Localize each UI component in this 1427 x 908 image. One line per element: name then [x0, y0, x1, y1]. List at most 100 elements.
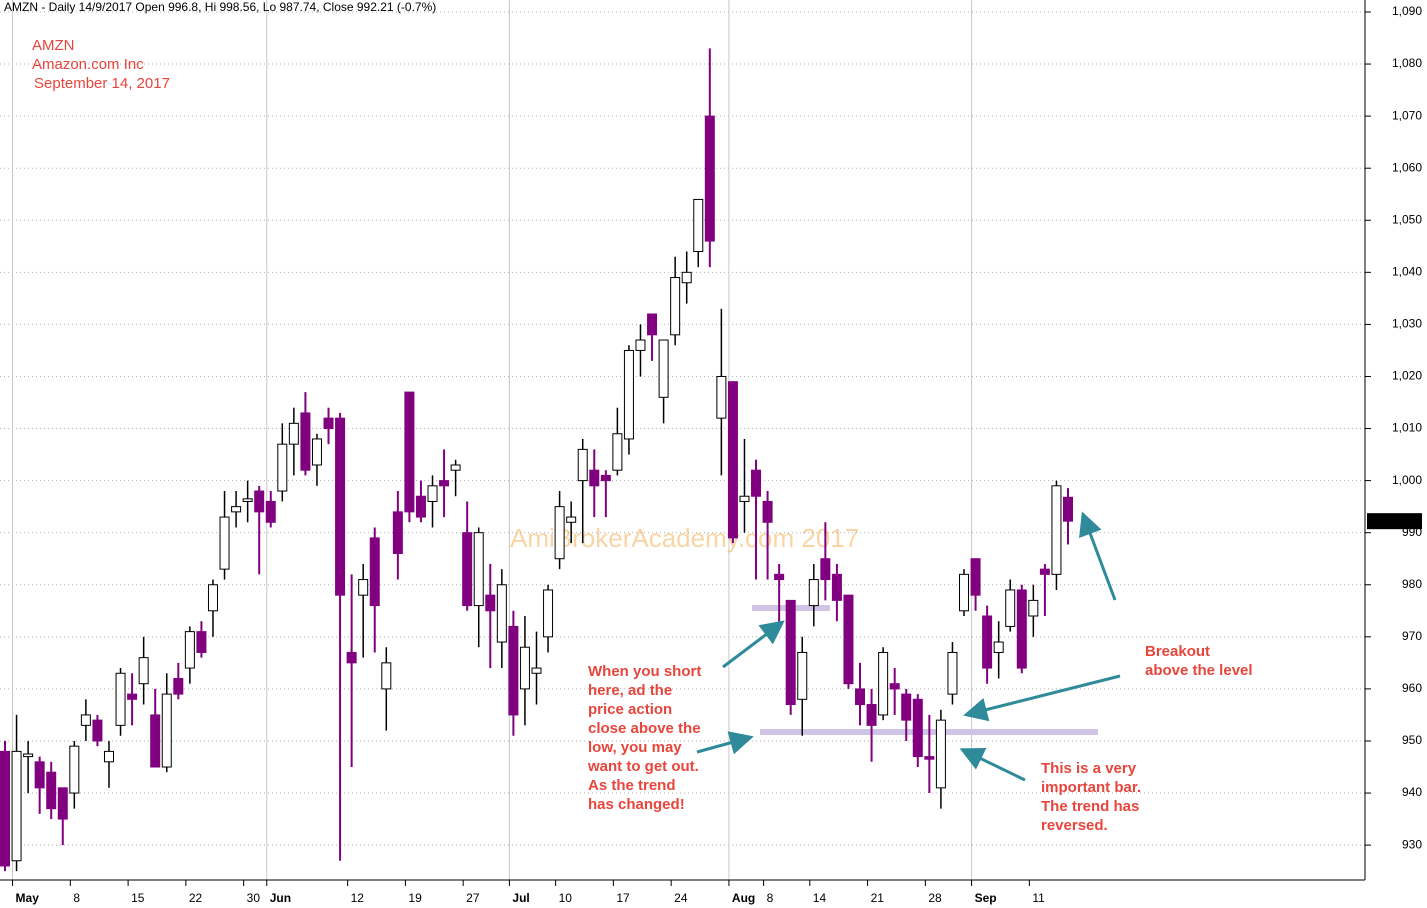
watermark: AmiBrokerAcademy.com 2017 — [510, 523, 859, 553]
body — [889, 683, 900, 690]
body — [635, 339, 646, 351]
annotation-line: As the trend — [588, 777, 676, 794]
y-tick-label: 1,090 — [1392, 4, 1422, 18]
x-tick-label: May — [16, 891, 40, 905]
body — [566, 516, 577, 523]
body — [1016, 589, 1027, 669]
body — [450, 464, 461, 471]
x-tick-label: Aug — [732, 891, 755, 905]
body — [912, 698, 923, 758]
body — [901, 693, 912, 721]
body — [127, 693, 138, 700]
chart-title: AMZN - Daily 14/9/2017 Open 996.8, Hi 99… — [4, 0, 436, 14]
annotation-line: above the level — [1145, 662, 1253, 679]
x-tick-label: 27 — [466, 891, 480, 905]
body — [46, 771, 57, 810]
header-line: AMZN — [32, 37, 75, 54]
body — [184, 631, 195, 669]
y-tick-label: 940 — [1402, 785, 1422, 799]
x-tick-label: 21 — [871, 891, 885, 905]
body — [508, 625, 519, 716]
x-tick-label: 8 — [767, 891, 774, 905]
y-tick-label: 960 — [1402, 681, 1422, 695]
body — [831, 573, 842, 601]
y-tick-label: 1,080 — [1392, 56, 1422, 70]
body — [300, 412, 311, 471]
header-line: September 14, 2017 — [34, 75, 170, 92]
body — [970, 558, 981, 596]
body — [277, 443, 288, 492]
annotation-line: important bar. — [1041, 779, 1141, 796]
y-tick-label: 930 — [1402, 837, 1422, 851]
body — [797, 651, 808, 700]
body — [1039, 568, 1050, 575]
body — [69, 745, 80, 794]
annotation-line: The trend has — [1041, 798, 1139, 815]
body — [727, 381, 738, 539]
header-line: Amazon.com Inc — [32, 56, 144, 73]
body — [11, 750, 22, 862]
body — [751, 469, 762, 497]
grid — [0, 0, 1365, 880]
arrow — [963, 674, 1121, 722]
body — [323, 417, 334, 430]
body — [346, 651, 357, 664]
body — [577, 448, 588, 482]
candles — [0, 48, 1073, 872]
body — [288, 422, 299, 445]
body — [993, 641, 1004, 653]
body — [415, 495, 426, 518]
x-tick-label: 8 — [73, 891, 80, 905]
body — [1063, 496, 1073, 522]
body — [254, 490, 265, 513]
annotation-line: reversed. — [1041, 817, 1108, 834]
body — [23, 753, 34, 758]
annotation-line: has changed! — [588, 796, 685, 813]
body — [855, 688, 866, 706]
annotation-line: here, ad the — [588, 682, 672, 699]
annotation-line: want to get out. — [587, 758, 699, 775]
body — [681, 271, 692, 284]
body — [785, 599, 796, 706]
y-tick-label: 970 — [1402, 629, 1422, 643]
arrows — [696, 511, 1121, 782]
axis-labels: 9309409509609709809901,0001,0101,0201,03… — [12, 4, 1422, 905]
body — [554, 506, 565, 560]
annotations: When you short here, ad the price action cl… — [587, 643, 1253, 834]
arrow — [1079, 511, 1117, 601]
body — [381, 662, 392, 690]
body — [231, 506, 242, 513]
body — [935, 719, 946, 789]
body — [439, 480, 450, 487]
body — [173, 677, 184, 695]
body — [820, 558, 831, 581]
y-tick-label: 1,030 — [1392, 317, 1422, 331]
annotation-line: This is a very — [1041, 760, 1137, 777]
arrow — [722, 620, 785, 669]
annotation-line: Breakout — [1145, 643, 1210, 660]
y-tick-label: 1,000 — [1392, 473, 1422, 487]
body — [207, 584, 218, 612]
arrow — [959, 748, 1026, 782]
x-tick-label: Sep — [975, 891, 997, 905]
body — [138, 657, 149, 685]
body — [115, 672, 126, 726]
body — [219, 516, 230, 570]
body — [92, 719, 103, 742]
body — [878, 651, 889, 716]
body — [496, 584, 507, 643]
body — [589, 469, 600, 487]
body — [0, 750, 10, 867]
body — [739, 495, 750, 502]
body — [161, 693, 172, 768]
body — [80, 714, 91, 726]
x-tick-label: Jul — [512, 891, 529, 905]
x-tick-label: 19 — [408, 891, 422, 905]
body — [34, 761, 45, 789]
annotation-line: low, you may — [588, 739, 682, 756]
body — [843, 594, 854, 685]
annotation-line: price action — [588, 701, 672, 718]
last-price-label: 992.21 — [1383, 513, 1420, 527]
x-tick-label: 22 — [189, 891, 203, 905]
